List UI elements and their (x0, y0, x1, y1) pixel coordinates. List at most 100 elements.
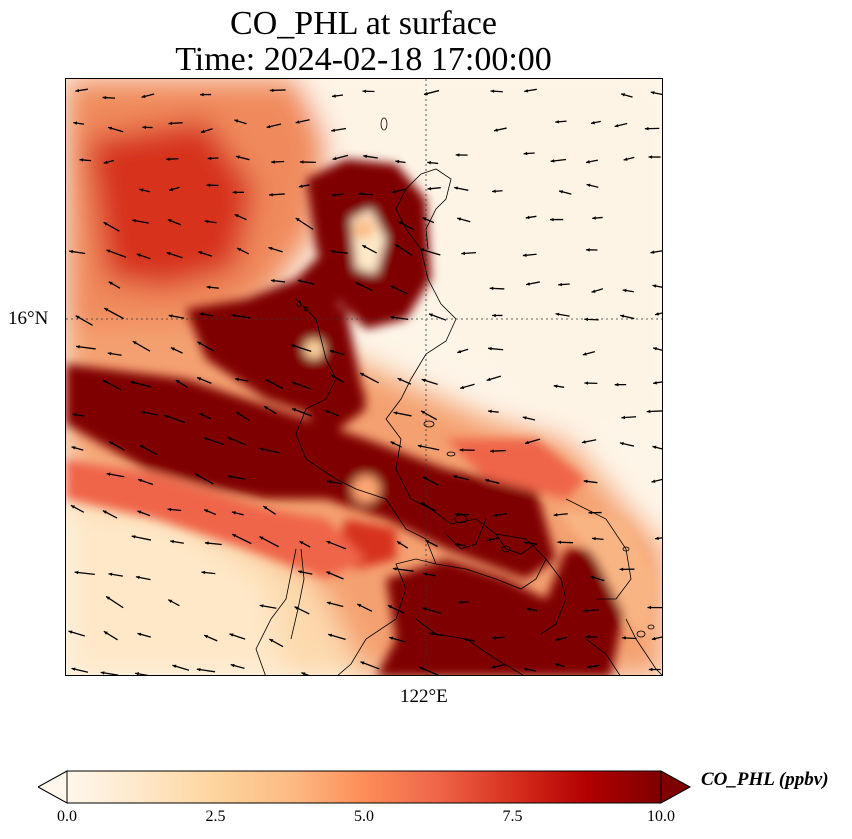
wind-arrowhead (74, 570, 79, 575)
wind-arrowhead (232, 534, 237, 538)
wind-arrowhead (269, 193, 273, 197)
wind-arrowhead (582, 352, 587, 356)
wind-arrowhead (491, 665, 496, 669)
colorbar-tick-label: 5.0 (354, 808, 374, 825)
wind-arrowhead (137, 632, 142, 637)
wind-arrowhead (459, 448, 464, 452)
wind-arrowhead (136, 253, 141, 257)
wind-arrowhead (525, 215, 530, 220)
wind-arrowhead (614, 382, 619, 387)
wind-arrowhead (269, 639, 274, 643)
wind-arrowhead (397, 378, 402, 382)
wind-arrowhead (389, 636, 394, 640)
wind-arrowhead (591, 120, 595, 125)
wind-arrowhead (332, 156, 337, 161)
wind-arrowhead (489, 286, 494, 291)
wind-arrowhead (291, 381, 296, 385)
wind-arrowhead (621, 93, 625, 97)
wind-arrowhead (585, 635, 590, 639)
wind-arrowhead (170, 347, 175, 351)
wind-arrowhead (423, 91, 428, 96)
wind-arrowhead (648, 155, 653, 159)
wind-arrowhead (142, 125, 147, 130)
wind-arrowhead (331, 193, 336, 197)
wind-arrowhead (458, 600, 463, 604)
wind-arrowhead (204, 219, 209, 224)
wind-arrowhead (269, 88, 274, 93)
wind-arrowhead (461, 251, 466, 256)
wind-arrowhead (268, 246, 273, 251)
map-time: Time: 2024-02-18 17:00:00 (175, 41, 552, 78)
wind-arrowhead (584, 317, 588, 322)
wind-arrowhead (390, 441, 395, 445)
wind-arrowhead (650, 250, 655, 254)
colorbar (38, 770, 692, 804)
wind-arrowhead (327, 480, 331, 484)
colorbar-label: CO_PHL (ppbv) (701, 769, 829, 790)
wind-arrowhead (620, 314, 625, 318)
wind-arrowhead (200, 129, 205, 133)
wind-arrowhead (104, 308, 109, 312)
colorbar-tick-label: 2.5 (205, 808, 226, 825)
wind-arrowhead (108, 572, 113, 577)
wind-arrowhead (457, 217, 462, 221)
wind-arrowhead (423, 476, 428, 481)
wind-arrowhead (139, 188, 144, 192)
wind-arrowhead (236, 412, 241, 416)
wind-arrowhead (72, 413, 77, 417)
colorbar-min-extension (38, 770, 68, 804)
wind-arrowhead (69, 249, 73, 254)
wind-arrowhead (237, 248, 242, 252)
wind-arrowhead (103, 631, 108, 635)
wind-arrowhead (583, 479, 588, 484)
wind-arrowhead (326, 601, 331, 605)
wind-arrowhead (493, 128, 498, 132)
wind-arrowhead (524, 440, 529, 445)
wind-arrowhead (194, 473, 199, 477)
wind-arrowhead (581, 440, 586, 444)
wind-arrowhead (130, 380, 135, 385)
wind-arrowhead (291, 344, 296, 348)
wind-arrowhead (71, 446, 76, 450)
wind-arrowhead (622, 636, 626, 640)
colorbar-gradient (66, 770, 662, 804)
wind-arrowhead (427, 186, 432, 191)
wind-arrowhead (454, 186, 459, 190)
wind-arrowhead (425, 540, 430, 544)
wind-arrowhead (549, 217, 554, 222)
wind-arrowhead (592, 536, 596, 541)
wind-arrowhead (166, 157, 170, 161)
wind-arrowhead (265, 379, 270, 383)
wind-arrowhead (362, 89, 367, 93)
wind-arrowhead (647, 605, 652, 610)
wind-arrowhead (427, 160, 431, 165)
wind-arrowhead (230, 663, 235, 668)
wind-arrowhead (106, 472, 111, 476)
wind-arrowhead (259, 604, 264, 608)
wind-arrowhead (135, 672, 140, 675)
wind-arrowhead (393, 411, 398, 415)
wind-arrowhead (428, 313, 433, 317)
wind-arrowhead (234, 214, 239, 218)
wind-arrowhead (591, 289, 596, 293)
wind-arrowhead (169, 187, 174, 192)
wind-arrowhead (555, 312, 560, 317)
wind-arrowhead (331, 128, 336, 133)
wind-arrowhead (655, 312, 659, 316)
wind-arrowhead (492, 189, 496, 193)
wind-arrowhead (455, 543, 459, 547)
wind-arrowhead (231, 313, 236, 318)
wind-arrowhead (553, 513, 558, 517)
colorbar-tick-label: 10.0 (647, 808, 675, 825)
wind-arrowhead (295, 120, 300, 124)
wind-arrowhead (172, 664, 177, 668)
wind-arrowhead (294, 606, 299, 610)
wind-vector-field (68, 88, 662, 675)
wind-arrowhead (651, 479, 656, 483)
wind-arrowhead (583, 608, 588, 613)
wind-arrowhead (454, 512, 459, 516)
wind-arrowhead (619, 567, 624, 572)
wind-arrowhead (298, 570, 302, 574)
co-concentration-field (66, 79, 662, 675)
wind-arrowhead (555, 637, 560, 642)
